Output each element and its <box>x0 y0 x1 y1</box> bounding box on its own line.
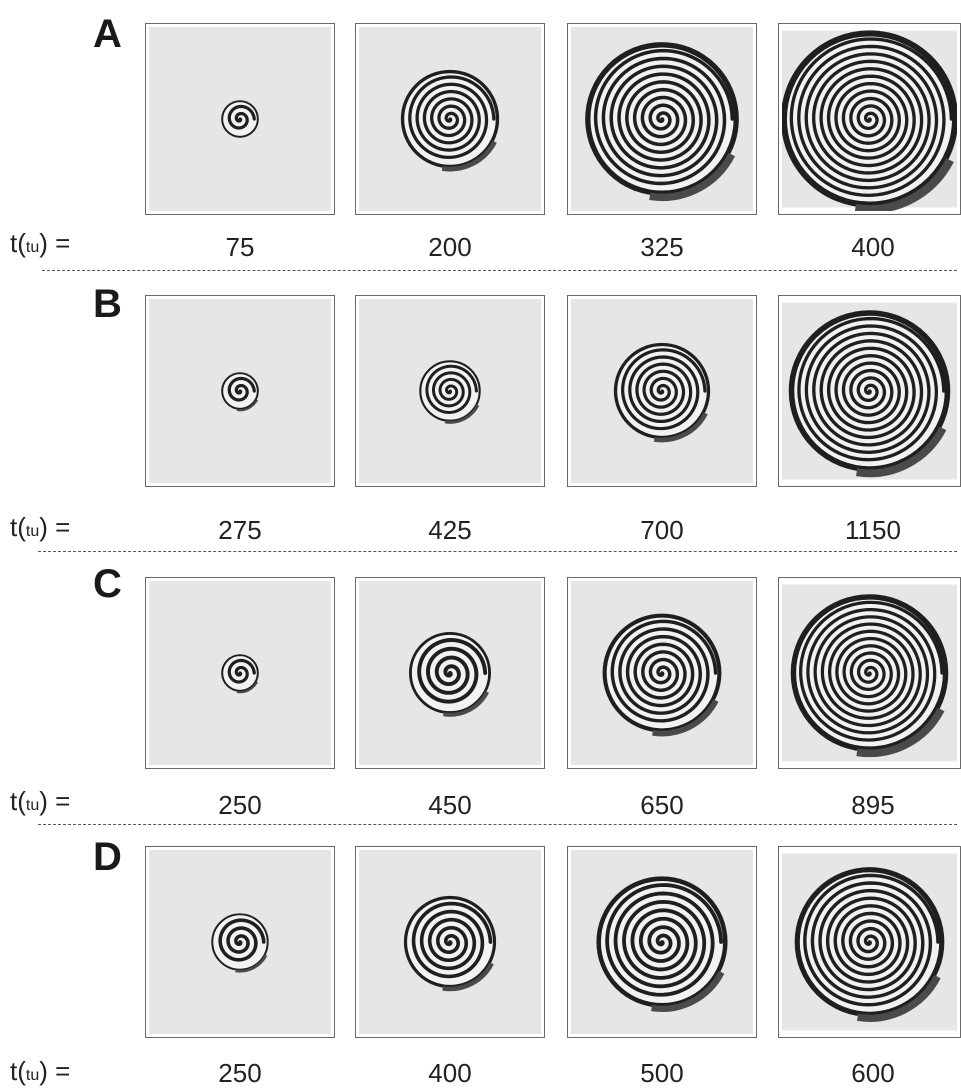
time-value-c-2: 450 <box>428 790 472 820</box>
time-value-c-4: 895 <box>851 790 895 820</box>
spiral-leading-arc <box>236 681 259 694</box>
spiral-svg <box>149 299 331 483</box>
spiral-leading-arc <box>856 707 945 758</box>
spiral-stripes <box>789 37 954 197</box>
time-value-a-4: 400 <box>851 232 895 262</box>
spiral-leading-arc <box>649 152 736 201</box>
time-value-a-1: 75 <box>225 232 255 262</box>
spiral-stripes <box>218 918 266 962</box>
spiral-stripes <box>803 873 940 1007</box>
spiral-svg <box>571 299 753 483</box>
spiral-image-c-3 <box>567 577 757 769</box>
panel-letter-c: C <box>93 562 122 606</box>
spiral-svg <box>782 584 957 762</box>
spiral-image-d-4 <box>778 846 961 1038</box>
time-label-a: t(tu) = <box>10 228 71 258</box>
spiral-image-b-2 <box>355 295 545 487</box>
spiral-svg <box>359 27 541 211</box>
spiral-svg <box>571 581 753 765</box>
time-label-b: t(tu) = <box>10 512 71 542</box>
spiral-image-c-4 <box>778 577 961 769</box>
spiral-leading-arc <box>856 426 947 478</box>
time-value-d-1: 250 <box>218 1058 262 1088</box>
spiral-stripes <box>605 883 723 997</box>
time-label-c: t(tu) = <box>10 786 71 816</box>
spiral-svg <box>782 302 957 480</box>
spiral-stripes <box>417 638 488 704</box>
panel-letter-d: D <box>93 835 122 879</box>
spiral-stripes <box>408 75 496 160</box>
spiral-leading-arc <box>653 412 708 443</box>
row-divider <box>38 824 957 825</box>
spiral-stripes <box>610 619 718 723</box>
time-value-d-2: 400 <box>428 1058 472 1088</box>
spiral-leading-arc <box>441 140 497 172</box>
spiral-image-b-1 <box>145 295 335 487</box>
spiral-image-d-3 <box>567 846 757 1038</box>
spiral-stripes <box>797 316 946 462</box>
spiral-stripes <box>411 901 493 979</box>
time-value-b-4: 1150 <box>845 515 901 545</box>
time-value-b-3: 700 <box>640 515 684 545</box>
spiral-image-a-3 <box>567 23 757 215</box>
spiral-svg <box>571 27 753 211</box>
time-value-a-2: 200 <box>428 232 472 262</box>
spiral-svg <box>359 850 541 1034</box>
spiral-image-c-1 <box>145 577 335 769</box>
time-value-d-4: 600 <box>851 1058 895 1088</box>
spiral-leading-arc <box>444 404 480 424</box>
spiral-leading-arc <box>651 970 725 1012</box>
row-divider <box>42 270 957 271</box>
spiral-svg <box>571 850 753 1034</box>
spiral-svg <box>782 30 957 211</box>
panel-letter-b: B <box>93 282 122 326</box>
spiral-svg <box>359 581 541 765</box>
spiral-leading-arc <box>236 399 259 412</box>
spiral-image-d-2 <box>355 846 545 1038</box>
time-value-b-1: 275 <box>218 515 262 545</box>
spiral-leading-arc <box>652 699 719 737</box>
spiral-leading-arc <box>235 954 268 973</box>
spiral-leading-arc <box>854 158 954 211</box>
time-value-c-1: 250 <box>218 790 262 820</box>
spiral-stripes <box>799 600 944 742</box>
spiral-svg <box>149 27 331 211</box>
spiral-image-b-3 <box>567 295 757 487</box>
spiral-svg <box>782 853 957 1031</box>
spiral-stripes <box>227 104 256 130</box>
spiral-leading-arc <box>442 962 494 992</box>
spiral-svg <box>359 299 541 483</box>
spiral-svg <box>149 850 331 1034</box>
spiral-stripes <box>621 348 707 431</box>
row-divider <box>38 551 957 552</box>
time-value-c-3: 650 <box>640 790 684 820</box>
spiral-image-d-1 <box>145 846 335 1038</box>
spiral-svg <box>149 581 331 765</box>
spiral-leading-arc <box>857 974 941 1022</box>
spiral-image-a-4 <box>778 23 961 215</box>
panel-letter-a: A <box>93 12 122 56</box>
time-value-d-3: 500 <box>640 1058 684 1088</box>
spiral-stripes <box>425 364 478 414</box>
time-label-d: t(tu) = <box>10 1056 71 1086</box>
spiral-image-a-2 <box>355 23 545 215</box>
spiral-stripes <box>227 376 256 402</box>
time-value-a-3: 325 <box>640 232 684 262</box>
spiral-image-c-2 <box>355 577 545 769</box>
time-value-b-2: 425 <box>428 515 472 545</box>
spiral-image-b-4 <box>778 295 961 487</box>
spiral-stripes <box>227 658 256 684</box>
spiral-leading-arc <box>443 690 489 717</box>
spiral-image-a-1 <box>145 23 335 215</box>
spiral-stripes <box>593 48 735 186</box>
